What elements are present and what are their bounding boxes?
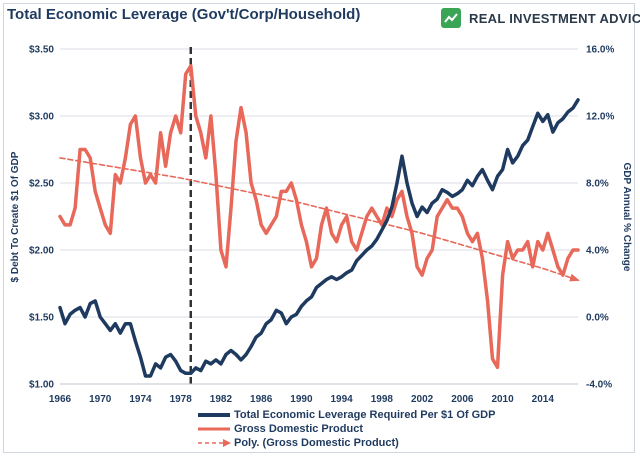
legend-label: Poly. (Gross Domestic Product) — [234, 437, 399, 449]
y-right-tick-label: 12.0% — [586, 112, 614, 123]
x-tick-label: 2006 — [451, 394, 474, 405]
y-right-tick-label: 4.0% — [586, 246, 609, 257]
legend-label: Total Economic Leverage Required Per $1 … — [234, 409, 496, 421]
x-tick-label: 1966 — [49, 394, 72, 405]
x-tick-label: 1986 — [250, 394, 273, 405]
x-tick-label: 1970 — [89, 394, 112, 405]
brand-logo-icon — [441, 8, 461, 28]
legend-swatch — [198, 427, 230, 431]
legend-item: Gross Domestic Product — [196, 422, 495, 436]
x-tick-label: 2014 — [532, 394, 555, 405]
x-tick-label: 1982 — [210, 394, 233, 405]
legend-label: Gross Domestic Product — [234, 423, 363, 435]
y-left-tick-label: $2.00 — [29, 246, 54, 257]
brand: REAL INVESTMENT ADVICE — [441, 6, 640, 30]
series-leverage-line — [58, 98, 580, 378]
series-layer — [58, 47, 580, 384]
y-left-tick-label: $3.00 — [29, 112, 54, 123]
y-left-tick-label: $1.00 — [29, 380, 54, 391]
x-tick-label: 2002 — [411, 394, 434, 405]
y-axis-right-title: GDP Annual % Change — [621, 163, 632, 272]
x-tick-label: 2010 — [491, 394, 514, 405]
series-gdp-line — [58, 64, 580, 370]
legend-swatch — [198, 413, 230, 417]
y-axis-left-title: $ Debt To Create $1 Of GDP — [10, 151, 21, 282]
x-tick-label: 1978 — [170, 394, 193, 405]
legend-item: Total Economic Leverage Required Per $1 … — [196, 408, 495, 422]
x-tick-label: 1990 — [290, 394, 313, 405]
x-tick-label: 1998 — [371, 394, 394, 405]
y-right-tick-label: 16.0% — [586, 45, 614, 56]
y-left-tick-label: $3.50 — [29, 45, 54, 56]
y-right-tick-label: 0.0% — [586, 313, 609, 324]
y-left-tick-label: $1.50 — [29, 313, 54, 324]
chart-title: Total Economic Leverage (Gov't/Corp/Hous… — [7, 6, 361, 23]
y-right-tick-label: -4.0% — [586, 380, 612, 391]
series-trend-line — [59, 157, 580, 282]
y-left-tick-label: $2.50 — [29, 179, 54, 190]
x-tick-label: 1974 — [129, 394, 152, 405]
legend-swatch — [198, 439, 231, 447]
legend: Total Economic Leverage Required Per $1 … — [196, 408, 495, 450]
y-right-tick-label: 8.0% — [586, 179, 609, 190]
brand-name: REAL INVESTMENT ADVICE — [469, 10, 640, 26]
axis-layer: $1.00 $1.50 $2.00 $2.50 $3.00 $3.50 -4.0% 0.0% 4… — [29, 45, 614, 406]
legend-item: Poly. (Gross Domestic Product) — [196, 436, 495, 450]
x-tick-label: 1994 — [331, 394, 354, 405]
